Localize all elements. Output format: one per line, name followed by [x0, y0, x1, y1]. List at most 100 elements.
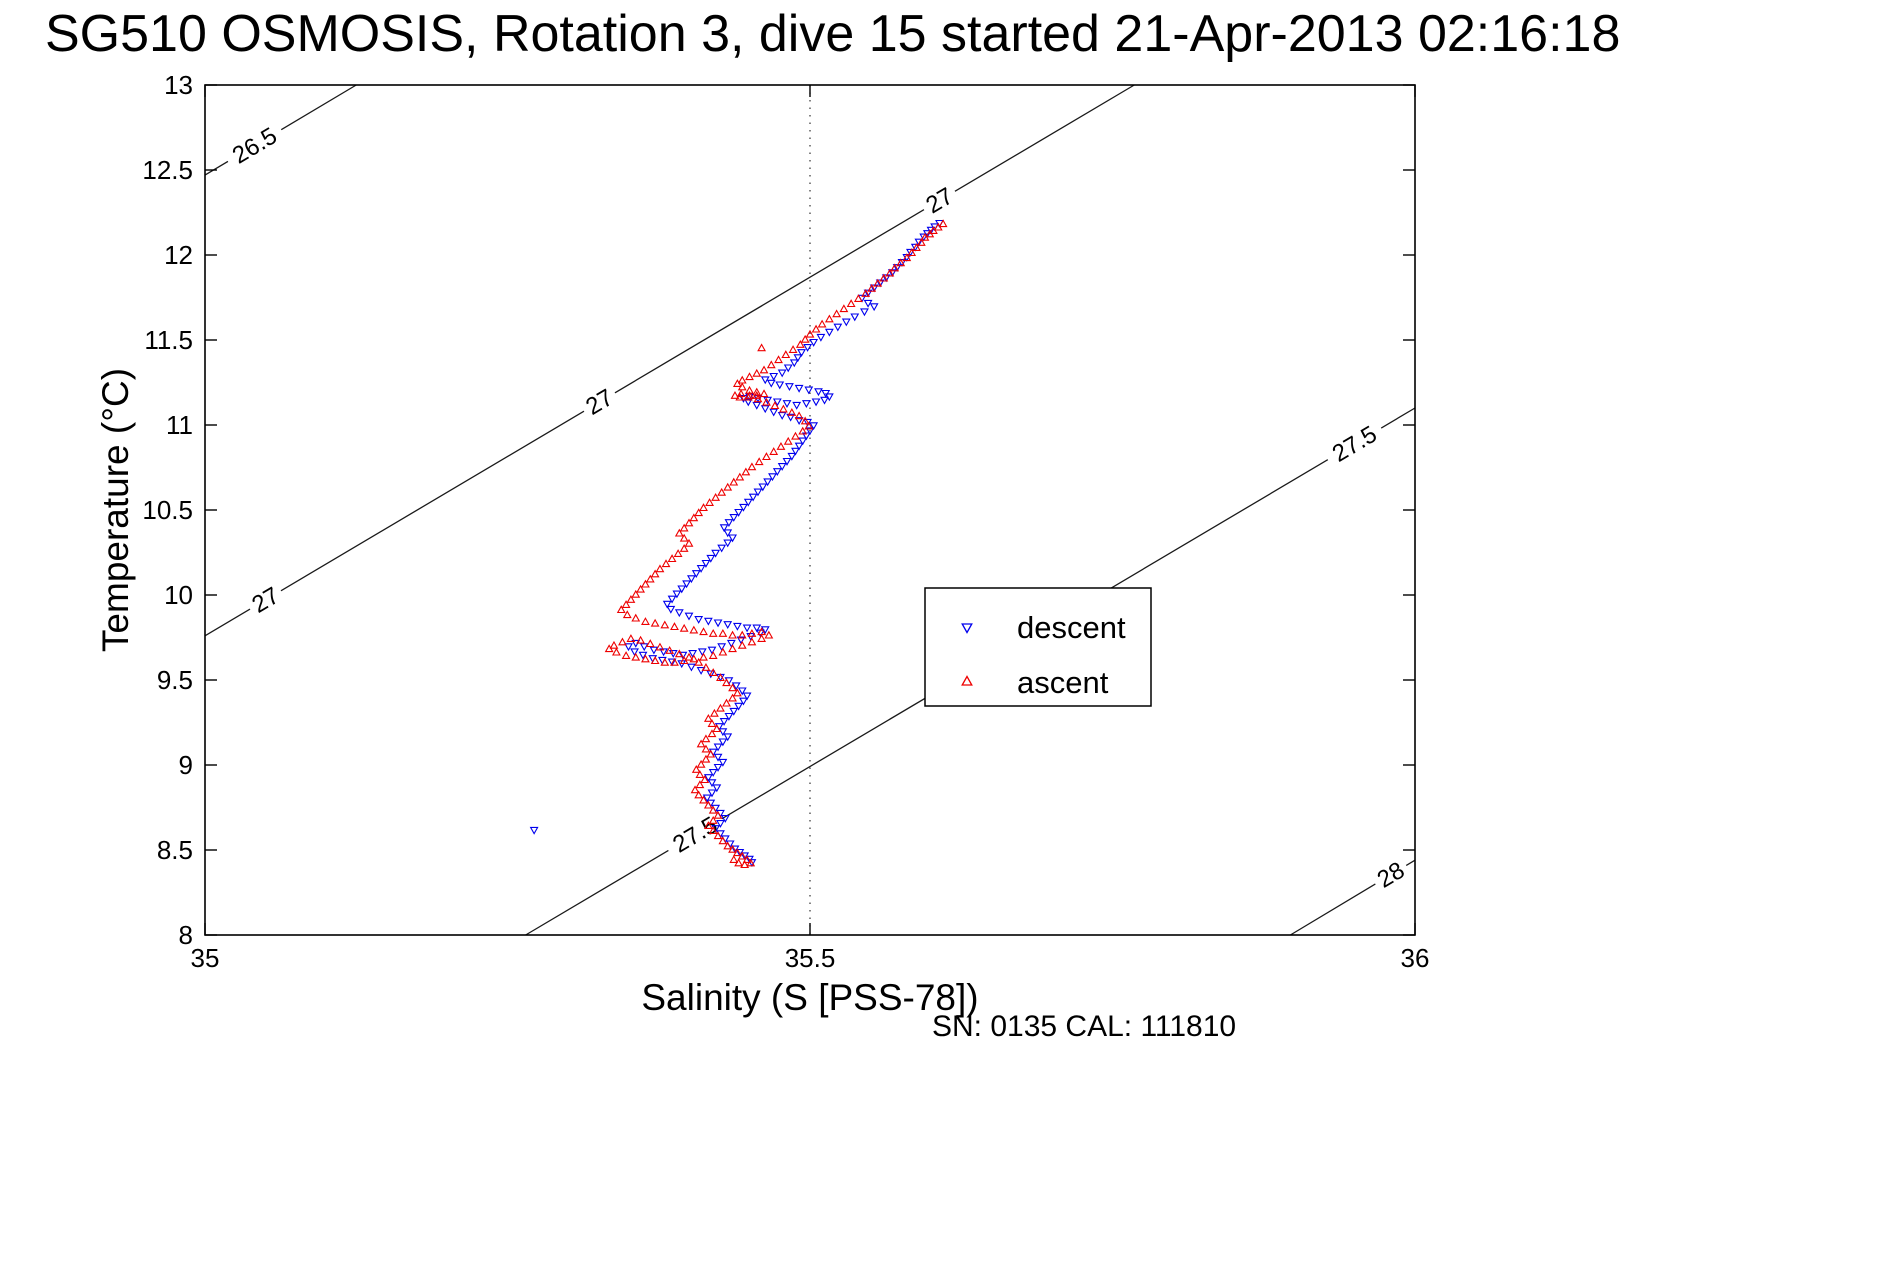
sensor-cal-note: SN: 0135 CAL: 111810: [932, 1010, 1236, 1043]
scatter-marker: [708, 769, 718, 777]
scatter-marker: [794, 384, 804, 393]
scatter-marker: [638, 651, 648, 660]
scatter-marker: [753, 394, 763, 403]
scatter-marker: [764, 630, 774, 639]
scatter-marker: [811, 398, 821, 407]
scatter-marker: [920, 232, 930, 241]
scatter-marker: [723, 841, 733, 850]
scatter-marker: [787, 452, 797, 461]
y-tick-label: 9: [179, 750, 193, 780]
scatter-marker: [766, 379, 776, 388]
scatter-marker: [665, 645, 675, 654]
scatter-marker: [697, 648, 707, 657]
scatter-marker: [718, 836, 728, 845]
legend: descent ascent: [924, 587, 1152, 707]
scatter-marker: [776, 441, 786, 450]
x-tick-label: 35: [191, 943, 220, 973]
scatter-marker: [703, 713, 713, 722]
scatter-marker: [798, 426, 808, 435]
scatter-marker: [846, 299, 856, 308]
scatter-marker: [809, 338, 819, 347]
scatter-marker: [748, 493, 758, 502]
scatter-marker: [769, 447, 779, 455]
scatter-marker: [804, 421, 814, 430]
scatter-marker: [655, 564, 665, 573]
scatter-marker: [713, 763, 723, 772]
scatter-marker: [782, 457, 792, 466]
scatter-marker: [667, 595, 677, 604]
contour-label-gap: [916, 179, 962, 221]
scatter-marker: [674, 609, 684, 618]
scatter-marker: [728, 844, 737, 853]
scatter-marker: [701, 559, 711, 568]
scatter-marker: [636, 635, 646, 644]
scatter-marker: [896, 258, 906, 267]
scatter-marker: [734, 702, 744, 711]
scatter-marker: [839, 304, 849, 313]
x-tick-label: 35.5: [785, 943, 836, 973]
scatter-marker: [737, 630, 747, 639]
scatter-marker: [662, 600, 672, 609]
scatter-marker: [684, 518, 694, 527]
scatter-marker: [758, 483, 768, 492]
legend-label: descent: [1017, 610, 1126, 645]
scatter-marker: [650, 569, 660, 578]
scatter-marker: [728, 644, 737, 653]
scatter-marker: [702, 794, 712, 803]
scatter-marker: [910, 243, 920, 252]
scatter-marker: [716, 673, 725, 682]
scatter-marker: [703, 774, 713, 783]
scatter-marker: [713, 810, 723, 819]
scatter-marker: [641, 654, 650, 663]
figure-title: SG510 OSMOSIS, Rotation 3, dive 15 start…: [45, 5, 1621, 63]
y-tick-label: 9.5: [157, 665, 193, 695]
scatter-marker: [736, 389, 746, 398]
scatter-marker: [869, 303, 879, 312]
scatter-marker: [645, 639, 655, 648]
scatter-marker: [708, 628, 718, 637]
scatter-marker: [630, 648, 639, 657]
scatter-marker: [912, 243, 921, 251]
scatter-marker: [734, 508, 744, 517]
scatter-marker: [695, 780, 705, 789]
contour-label-gap: [576, 380, 622, 423]
scatter-marker: [730, 390, 740, 399]
scatter-marker: [747, 462, 757, 471]
scatter-marker: [897, 259, 907, 267]
scatter-marker: [726, 639, 736, 648]
scatter-marker: [752, 368, 762, 377]
scatter-marker: [860, 308, 869, 317]
scatter-marker: [879, 273, 889, 282]
scatter-marker: [661, 559, 671, 568]
scatter-marker: [670, 657, 679, 666]
scatter-marker: [687, 663, 696, 672]
scatter-marker: [707, 779, 717, 788]
scatter-marker: [717, 643, 727, 652]
scatter-marker: [863, 299, 873, 308]
scatter-marker: [775, 381, 785, 390]
scatter-marker: [798, 437, 808, 446]
scatter-marker: [659, 648, 669, 657]
y-tick-label: 10.5: [142, 495, 193, 525]
scatter-marker: [781, 350, 791, 359]
scatter-marker: [759, 389, 769, 398]
scatter-marker: [723, 733, 733, 742]
contour-label-gap: [242, 578, 288, 621]
scatter-marker: [804, 386, 814, 395]
scatter-marker: [907, 248, 917, 257]
scatter-marker: [682, 580, 691, 589]
scatter-marker: [782, 400, 792, 409]
scatter-marker: [650, 618, 660, 627]
scatter-marker: [800, 334, 810, 343]
scatter-marker: [529, 826, 539, 835]
scatter-marker: [881, 274, 891, 283]
scatter-marker: [752, 401, 762, 410]
scatter-marker: [696, 759, 706, 768]
scatter-marker: [728, 683, 737, 692]
y-tick-label: 8.5: [157, 835, 193, 865]
scatter-marker: [729, 855, 739, 863]
scatter-marker: [760, 376, 770, 385]
scatter-marker: [777, 463, 787, 471]
scatter-marker: [718, 628, 728, 637]
